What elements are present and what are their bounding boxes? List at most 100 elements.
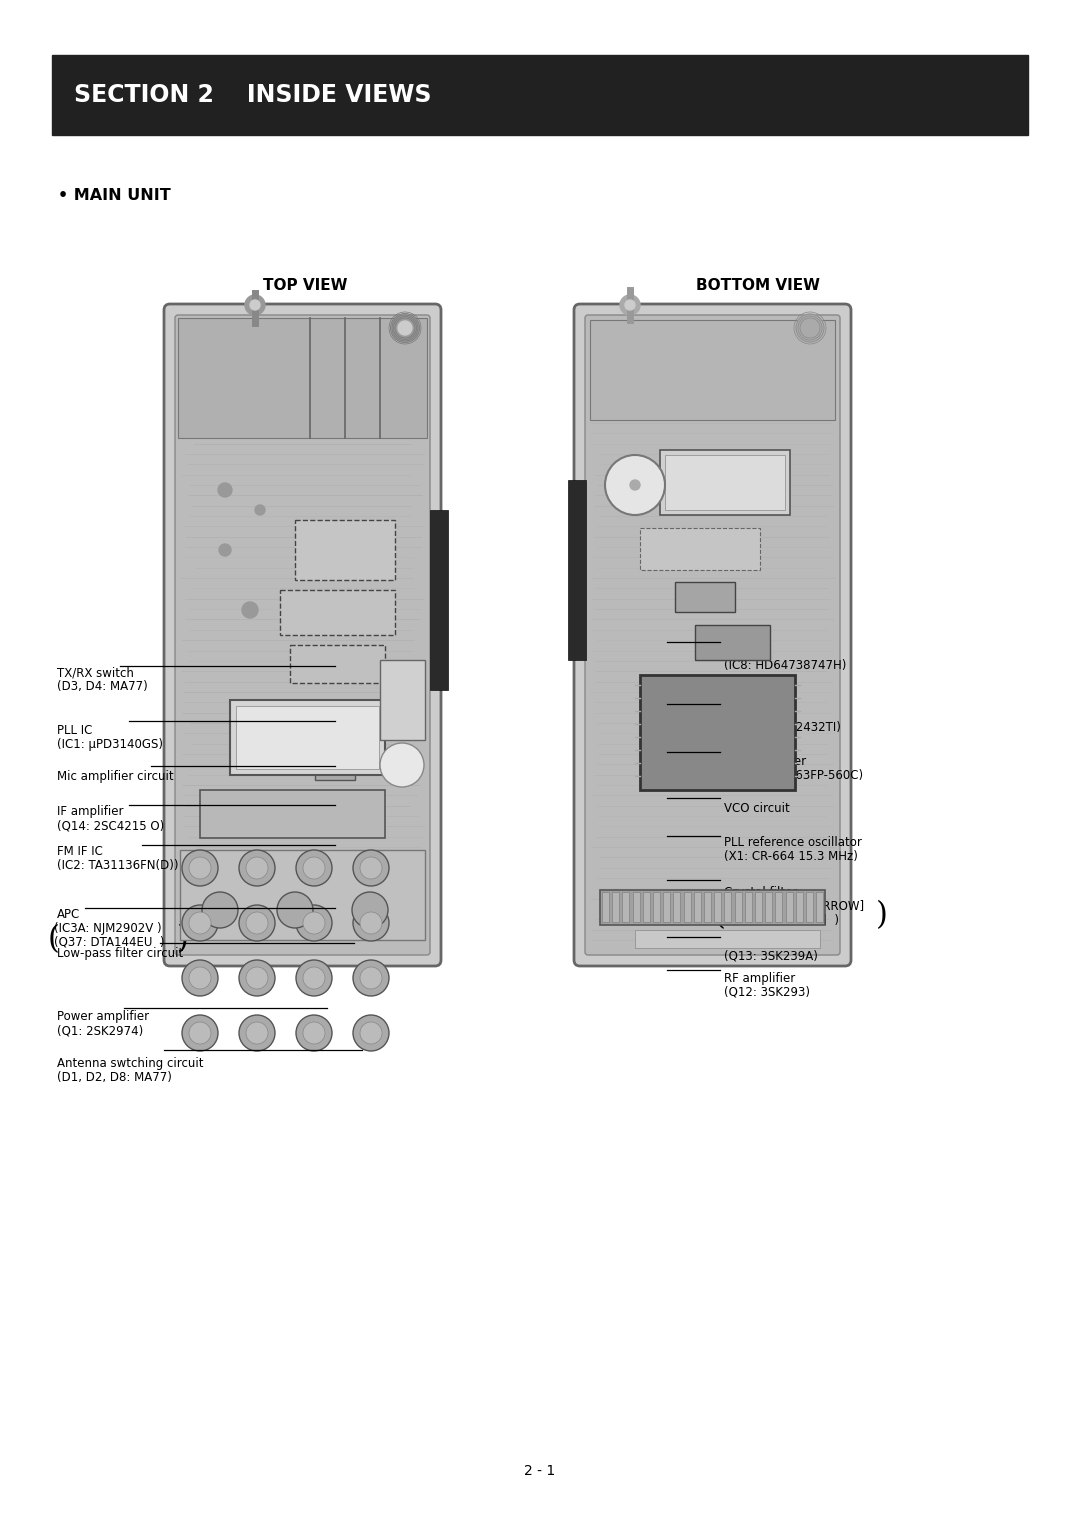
- Bar: [600, 889, 825, 924]
- Circle shape: [189, 967, 211, 989]
- Circle shape: [796, 313, 824, 342]
- Text: 1st mixer: 1st mixer: [724, 935, 780, 949]
- Circle shape: [246, 1022, 268, 1044]
- Bar: [696, 625, 770, 660]
- Text: BOTTOM VIEW: BOTTOM VIEW: [696, 278, 820, 293]
- Circle shape: [246, 857, 268, 879]
- Text: (Q37: DTA144EU  ): (Q37: DTA144EU ): [54, 935, 165, 949]
- Circle shape: [246, 912, 268, 934]
- Text: VCO circuit: VCO circuit: [724, 802, 789, 816]
- Bar: [178, 318, 427, 439]
- Circle shape: [183, 1015, 218, 1051]
- Text: (D3, D4: MA77): (D3, D4: MA77): [57, 680, 148, 694]
- Circle shape: [322, 717, 338, 733]
- Circle shape: [239, 960, 275, 996]
- Bar: [755, 892, 762, 921]
- Text: Power amplifier: Power amplifier: [57, 1010, 149, 1024]
- Bar: [200, 790, 384, 837]
- Circle shape: [303, 857, 325, 879]
- Circle shape: [391, 313, 419, 342]
- Text: RF amplifier: RF amplifier: [724, 972, 795, 986]
- Circle shape: [239, 905, 275, 941]
- Circle shape: [249, 299, 260, 310]
- Bar: [295, 520, 395, 581]
- Bar: [602, 892, 609, 921]
- Circle shape: [605, 455, 665, 515]
- Bar: [640, 675, 795, 790]
- Bar: [315, 750, 355, 779]
- Circle shape: [219, 544, 231, 556]
- Circle shape: [202, 892, 238, 927]
- Text: PLL IC: PLL IC: [57, 724, 93, 738]
- Circle shape: [620, 295, 640, 315]
- FancyBboxPatch shape: [164, 304, 441, 966]
- Text: IF amplifier: IF amplifier: [57, 805, 124, 819]
- Bar: [704, 892, 711, 921]
- Circle shape: [399, 321, 411, 335]
- Text: (Q12: 3SK293): (Q12: 3SK293): [724, 986, 810, 999]
- Circle shape: [360, 912, 382, 934]
- Circle shape: [625, 299, 635, 310]
- Circle shape: [246, 967, 268, 989]
- Bar: [816, 892, 823, 921]
- Circle shape: [353, 905, 389, 941]
- Text: (FI1:  FL-311 [NARROW]: (FI1: FL-311 [NARROW]: [724, 900, 864, 914]
- Circle shape: [630, 480, 640, 490]
- Text: (IC1: μPD3140GS): (IC1: μPD3140GS): [57, 738, 163, 752]
- Bar: [643, 892, 650, 921]
- Circle shape: [303, 967, 325, 989]
- Bar: [665, 455, 785, 510]
- Circle shape: [183, 850, 218, 886]
- Text: (IC7: HN58X2432TI): (IC7: HN58X2432TI): [724, 721, 840, 735]
- Bar: [612, 892, 619, 921]
- Bar: [745, 892, 752, 921]
- Circle shape: [296, 1015, 332, 1051]
- Bar: [635, 931, 820, 947]
- Text: PLL reference oscillator: PLL reference oscillator: [724, 836, 862, 850]
- Circle shape: [239, 850, 275, 886]
- Text: EEPROM: EEPROM: [724, 707, 773, 721]
- Circle shape: [255, 504, 265, 515]
- Bar: [796, 892, 802, 921]
- Circle shape: [189, 912, 211, 934]
- Bar: [663, 892, 671, 921]
- Circle shape: [380, 743, 424, 787]
- Bar: [430, 510, 448, 691]
- Text: • MAIN UNIT: • MAIN UNIT: [58, 188, 171, 203]
- Circle shape: [183, 960, 218, 996]
- Text: Mic amplifier circuit: Mic amplifier circuit: [57, 770, 174, 784]
- Bar: [806, 892, 813, 921]
- Circle shape: [183, 905, 218, 941]
- Bar: [714, 892, 721, 921]
- Circle shape: [296, 850, 332, 886]
- Circle shape: [360, 967, 382, 989]
- FancyBboxPatch shape: [175, 315, 430, 955]
- Circle shape: [353, 1015, 389, 1051]
- Text: TX/RX switch: TX/RX switch: [57, 666, 134, 680]
- Text: (Q14: 2SC4215 O): (Q14: 2SC4215 O): [57, 819, 164, 833]
- Circle shape: [242, 602, 258, 617]
- Circle shape: [303, 1022, 325, 1044]
- Bar: [775, 892, 782, 921]
- Circle shape: [296, 960, 332, 996]
- Circle shape: [189, 1022, 211, 1044]
- Bar: [693, 892, 701, 921]
- Circle shape: [353, 850, 389, 886]
- Bar: [674, 892, 680, 921]
- Circle shape: [189, 857, 211, 879]
- Text: TOP VIEW: TOP VIEW: [262, 278, 348, 293]
- Bar: [590, 319, 835, 420]
- Text: D/A converter: D/A converter: [724, 755, 806, 769]
- Circle shape: [218, 483, 232, 497]
- Bar: [734, 892, 742, 921]
- Bar: [684, 892, 690, 921]
- Text: (Q13: 3SK239A): (Q13: 3SK239A): [724, 949, 818, 963]
- Text: CPU: CPU: [724, 645, 747, 659]
- Circle shape: [245, 295, 265, 315]
- Circle shape: [352, 892, 388, 927]
- Text: 2 - 1: 2 - 1: [525, 1464, 555, 1478]
- Bar: [291, 645, 384, 683]
- Text: ): ): [876, 900, 888, 931]
- Circle shape: [276, 892, 313, 927]
- Text: FL-312 [WIDE]  ): FL-312 [WIDE] ): [724, 914, 838, 927]
